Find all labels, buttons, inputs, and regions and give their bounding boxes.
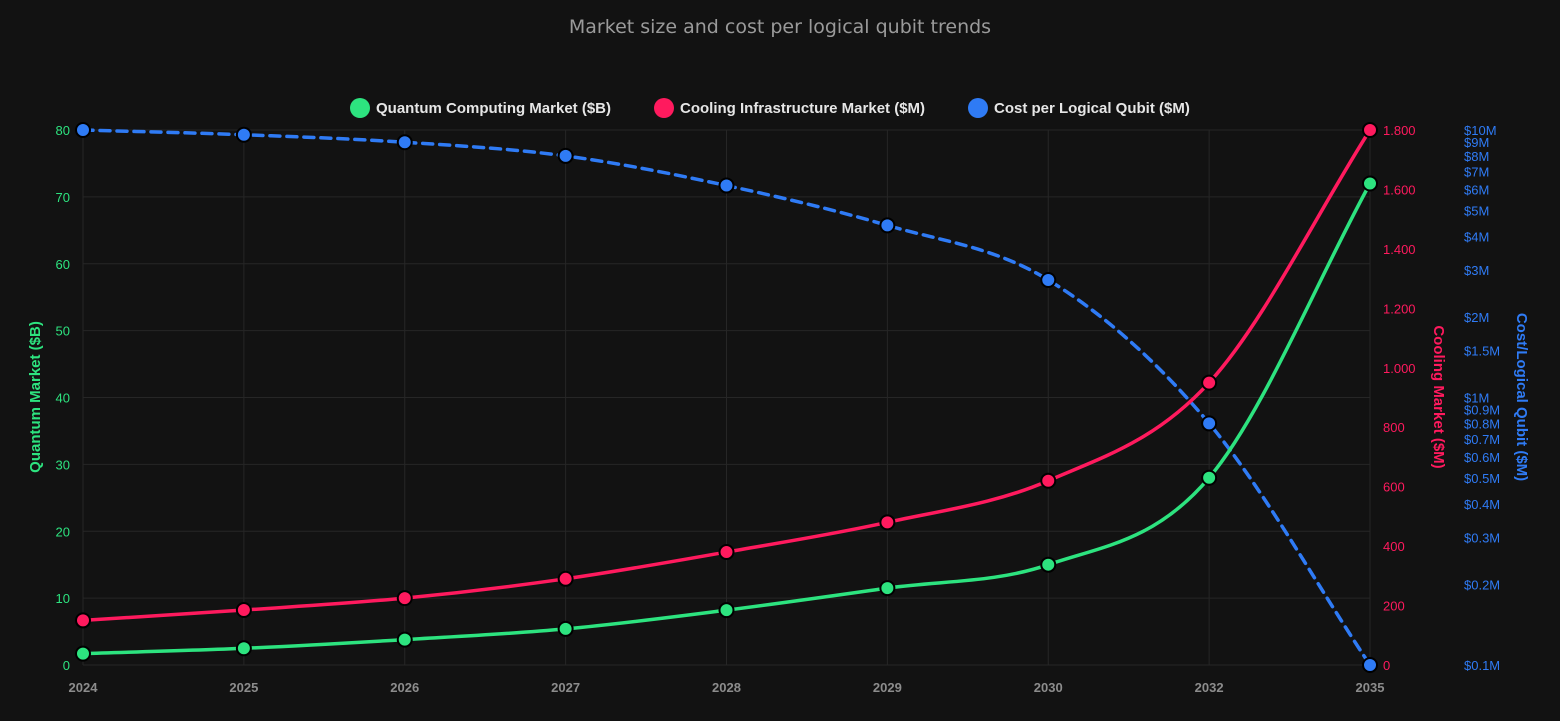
cooling-tick-label: 1.800 xyxy=(1383,123,1416,138)
legend-label: Cooling Infrastructure Market ($M) xyxy=(680,100,925,117)
cost-tick-label: $9M xyxy=(1464,135,1489,150)
left-tick-label: 70 xyxy=(56,190,70,205)
cost-tick-label: $1M xyxy=(1464,391,1489,406)
data-point xyxy=(1362,175,1378,192)
data-point xyxy=(879,580,896,597)
legend-swatch xyxy=(968,98,988,118)
left-tick-label: 30 xyxy=(56,457,70,472)
data-point xyxy=(396,631,413,648)
x-tick-label: 2025 xyxy=(229,680,258,695)
legend-label: Cost per Logical Qubit ($M) xyxy=(994,100,1190,117)
data-point xyxy=(557,147,574,164)
data-point xyxy=(1040,271,1057,288)
right-axis-cooling: 0 200 400 600 800 1.000 1.200 1.400 1.600 1.800 Co… xyxy=(1383,123,1447,673)
legend-swatch xyxy=(654,98,674,118)
cost-tick-label: $0.2M xyxy=(1464,577,1500,592)
data-point xyxy=(718,544,735,561)
data-point xyxy=(75,612,91,629)
data-point xyxy=(75,122,91,138)
legend: Quantum Computing Market ($B) Cooling Inf… xyxy=(350,98,1190,118)
data-point xyxy=(75,645,91,662)
x-tick-label: 2028 xyxy=(712,680,741,695)
cost-tick-label: $3M xyxy=(1464,263,1489,278)
cooling-tick-label: 800 xyxy=(1383,420,1405,435)
left-tick-label: 60 xyxy=(56,257,70,272)
cost-tick-label: $7M xyxy=(1464,164,1489,179)
legend-swatch xyxy=(350,98,370,118)
cost-tick-label: $0.3M xyxy=(1464,530,1500,545)
data-point xyxy=(1362,122,1378,138)
cooling-tick-label: 600 xyxy=(1383,480,1405,495)
cooling-tick-label: 1.200 xyxy=(1383,301,1416,316)
cost-tick-label: $0.1M xyxy=(1464,658,1500,673)
left-tick-label: 10 xyxy=(56,591,70,606)
x-tick-label: 2030 xyxy=(1034,680,1063,695)
cost-axis-title: Cost/Logical Qubit ($M) xyxy=(1513,313,1530,481)
cost-tick-label: $4M xyxy=(1464,229,1489,244)
cooling-tick-label: 200 xyxy=(1383,599,1405,614)
left-axis-title: Quantum Market ($B) xyxy=(27,321,44,473)
left-tick-label: 80 xyxy=(56,123,70,138)
chart-title: Market size and cost per logical qubit t… xyxy=(569,16,991,38)
data-point xyxy=(1201,374,1218,391)
data-point xyxy=(396,134,413,151)
data-point xyxy=(235,640,252,657)
data-point xyxy=(1201,469,1218,486)
data-point xyxy=(557,620,574,637)
cost-tick-label: $10M xyxy=(1464,123,1497,138)
cost-tick-label: $5M xyxy=(1464,204,1489,219)
cooling-tick-label: 1.400 xyxy=(1383,242,1416,257)
cost-tick-label: $0.8M xyxy=(1464,416,1500,431)
cooling-axis-title: Cooling Market ($M) xyxy=(1430,325,1447,468)
cost-tick-label: $0.6M xyxy=(1464,450,1500,465)
data-point xyxy=(718,602,735,619)
x-tick-label: 2029 xyxy=(873,680,902,695)
left-tick-label: 50 xyxy=(56,324,70,339)
series-group xyxy=(75,122,1378,673)
cost-tick-label: $8M xyxy=(1464,149,1489,164)
data-point xyxy=(1362,657,1378,673)
cost-tick-label: $0.9M xyxy=(1464,403,1500,418)
cost-tick-label: $1.5M xyxy=(1464,343,1500,358)
legend-label: Quantum Computing Market ($B) xyxy=(376,100,611,117)
left-tick-label: 0 xyxy=(63,658,70,673)
cost-tick-label: $2M xyxy=(1464,310,1489,325)
cost-tick-label: $6M xyxy=(1464,182,1489,197)
data-point xyxy=(235,126,252,143)
cost-tick-label: $0.7M xyxy=(1464,432,1500,447)
x-tick-label: 2026 xyxy=(390,680,419,695)
cooling-tick-label: 1.600 xyxy=(1383,182,1416,197)
right-axis-cost: $0.1M $0.2M $0.3M $0.4M $0.5M $0.6M $0.7M$0.8M… xyxy=(1464,123,1530,673)
cost-tick-label: $0.4M xyxy=(1464,497,1500,512)
cooling-tick-label: 1.000 xyxy=(1383,361,1416,376)
data-point xyxy=(235,602,252,619)
x-tick-label: 2035 xyxy=(1356,680,1385,695)
cooling-tick-label: 400 xyxy=(1383,539,1405,554)
grid xyxy=(82,129,1371,666)
data-point xyxy=(1040,472,1057,489)
x-axis: 2024 2025 2026 2027 2028 2029 2030 2032 2035 xyxy=(69,680,1385,695)
data-point xyxy=(879,514,896,531)
cost-tick-label: $0.5M xyxy=(1464,471,1500,486)
data-point xyxy=(718,177,735,194)
x-tick-label: 2032 xyxy=(1195,680,1224,695)
data-point xyxy=(1201,415,1218,432)
data-point xyxy=(1040,556,1057,573)
data-point xyxy=(396,590,413,607)
data-point xyxy=(879,217,896,234)
x-tick-label: 2024 xyxy=(69,680,99,695)
left-tick-label: 40 xyxy=(56,391,70,406)
left-tick-label: 20 xyxy=(56,524,70,539)
left-axis: 0 10 20 30 40 50 60 70 80 Quantum Market ($B) xyxy=(27,123,70,673)
cooling-tick-label: 0 xyxy=(1383,658,1390,673)
data-point xyxy=(557,570,574,587)
x-tick-label: 2027 xyxy=(551,680,580,695)
